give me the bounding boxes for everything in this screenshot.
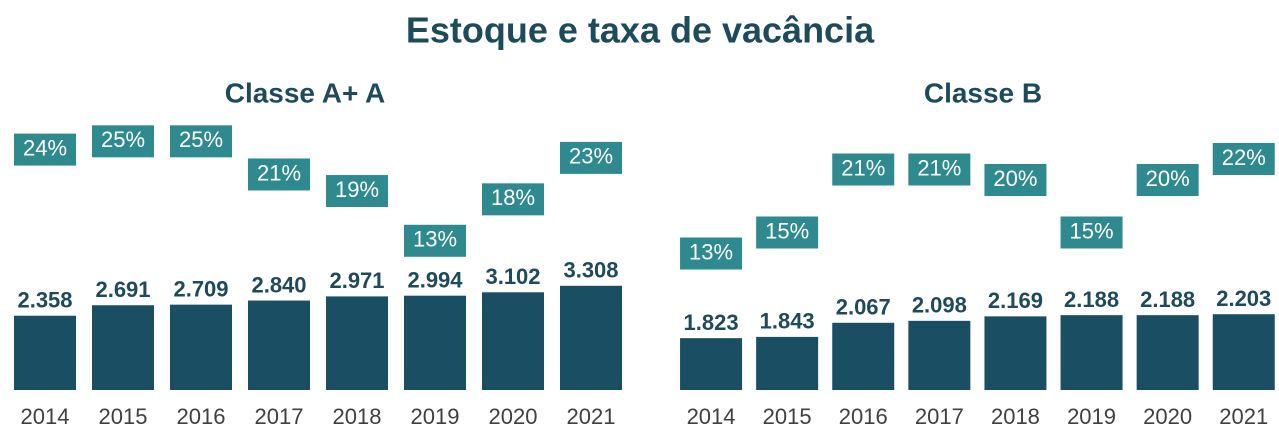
- bar: [1060, 315, 1123, 390]
- x-tick-label: 2017: [255, 404, 304, 429]
- bar: [908, 320, 971, 390]
- vacancy-label: 20%: [1146, 166, 1190, 191]
- value-label: 1.843: [760, 309, 815, 334]
- vacancy-label: 25%: [101, 127, 145, 152]
- value-label: 2.188: [1064, 287, 1119, 312]
- vacancy-box: [680, 237, 743, 270]
- vacancy-label: 21%: [917, 155, 961, 180]
- vacancy-box: [326, 175, 388, 208]
- vacancy-box: [248, 158, 310, 191]
- vacancy-box: [404, 224, 466, 257]
- value-label: 3.102: [485, 264, 540, 289]
- x-tick-label: 2019: [411, 404, 460, 429]
- value-label: 2.840: [251, 272, 306, 297]
- value-label: 2.709: [173, 276, 228, 301]
- value-label: 3.308: [563, 258, 618, 283]
- value-label: 2.203: [1216, 286, 1271, 311]
- bar: [756, 336, 819, 390]
- x-tick-label: 2021: [567, 404, 616, 429]
- vacancy-box: [1136, 164, 1199, 196]
- bar: [170, 304, 232, 390]
- vacancy-label: 18%: [491, 185, 535, 210]
- bar: [92, 305, 154, 390]
- vacancy-label: 24%: [23, 135, 67, 160]
- x-tick-label: 2016: [177, 404, 226, 429]
- value-label: 2.169: [988, 288, 1043, 313]
- x-tick-label: 2021: [1219, 404, 1268, 429]
- x-tick-label: 2017: [915, 404, 964, 429]
- vacancy-box: [482, 183, 544, 216]
- vacancy-label: 20%: [993, 166, 1037, 191]
- vacancy-box: [170, 125, 232, 158]
- vacancy-box: [1060, 216, 1123, 249]
- vacancy-label: 13%: [689, 239, 733, 264]
- value-label: 2.067: [836, 295, 891, 320]
- bar: [1136, 315, 1199, 390]
- panel-title: Classe B: [924, 77, 1042, 108]
- vacancy-label: 19%: [335, 177, 379, 202]
- vacancy-label: 15%: [765, 218, 809, 243]
- vacancy-box: [984, 164, 1047, 196]
- value-label: 2.971: [329, 268, 384, 293]
- vacancy-label: 13%: [413, 227, 457, 252]
- vacancy-box: [1212, 143, 1275, 175]
- vacancy-box: [756, 216, 819, 249]
- vacancy-label: 21%: [841, 155, 885, 180]
- vacancy-label: 25%: [179, 127, 223, 152]
- bar: [326, 296, 388, 390]
- value-label: 1.823: [684, 310, 739, 335]
- vacancy-box: [92, 125, 154, 158]
- vacancy-label: 15%: [1070, 218, 1114, 243]
- x-tick-label: 2020: [1143, 404, 1192, 429]
- x-tick-label: 2014: [21, 404, 70, 429]
- bar: [832, 322, 895, 390]
- panel-title: Classe A+ A: [225, 77, 386, 108]
- x-tick-label: 2015: [99, 404, 148, 429]
- value-label: 2.358: [17, 288, 72, 313]
- vacancy-box: [14, 133, 76, 166]
- vacancy-box: [832, 153, 895, 186]
- value-label: 2.691: [95, 277, 150, 302]
- x-tick-label: 2020: [489, 404, 538, 429]
- bar: [1212, 314, 1275, 390]
- bar: [984, 316, 1047, 390]
- x-tick-label: 2014: [687, 404, 736, 429]
- x-tick-label: 2019: [1067, 404, 1116, 429]
- vacancy-label: 21%: [257, 160, 301, 185]
- bar: [248, 300, 310, 390]
- bar: [14, 315, 76, 390]
- bar: [560, 285, 622, 390]
- x-tick-label: 2018: [991, 404, 1040, 429]
- value-label: 2.098: [912, 293, 967, 318]
- vacancy-label: 22%: [1222, 145, 1266, 170]
- x-tick-label: 2016: [839, 404, 888, 429]
- x-tick-label: 2015: [763, 404, 812, 429]
- vacancy-label: 23%: [569, 144, 613, 169]
- value-label: 2.188: [1140, 287, 1195, 312]
- bar: [680, 338, 743, 390]
- vacancy-box: [560, 141, 622, 174]
- bar: [482, 292, 544, 390]
- value-label: 2.994: [407, 268, 463, 293]
- page-title: Estoque e taxa de vacância: [406, 10, 875, 51]
- x-tick-label: 2018: [333, 404, 382, 429]
- vacancy-box: [908, 153, 971, 186]
- bar: [404, 295, 466, 390]
